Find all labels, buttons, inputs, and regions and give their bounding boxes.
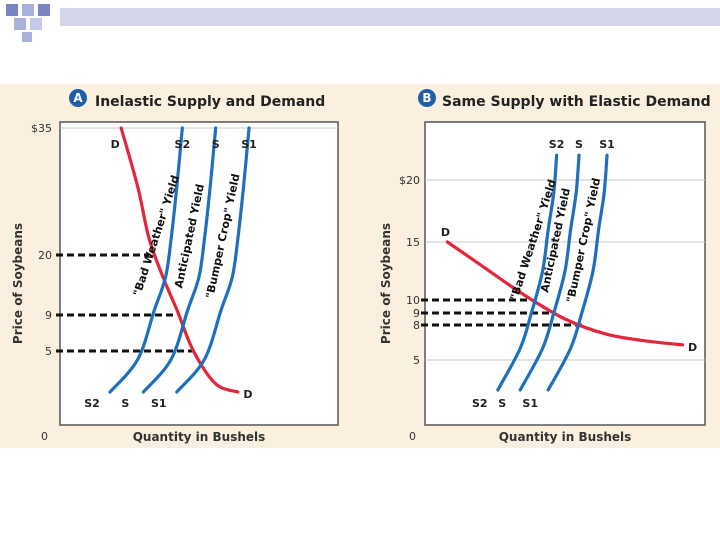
header-bar <box>60 8 720 26</box>
y-axis-label: Price of Soybeans <box>379 223 393 344</box>
y-tick-label: 20 <box>38 249 52 262</box>
curve-top-label: S1 <box>241 138 257 151</box>
deco-square <box>22 4 34 16</box>
curve-bottom-label: D <box>688 341 697 354</box>
curve-top-label: D <box>441 226 450 239</box>
panel-badge-letter: B <box>422 91 431 105</box>
curve-s <box>518 153 581 392</box>
curve-s1 <box>546 153 609 392</box>
curve-top-label: S2 <box>549 138 565 151</box>
panel-badge <box>69 89 87 107</box>
chart-title: Same Supply with Elastic Demand <box>442 94 711 110</box>
panel-badge-letter: A <box>73 91 83 105</box>
y-tick-label: 8 <box>413 319 420 332</box>
curve-top-label: S <box>212 138 220 151</box>
x-axis-label: Quantity in Bushels <box>133 430 266 444</box>
curve-s2 <box>496 153 559 392</box>
origin-label: 0 <box>41 430 48 443</box>
y-tick-label: 5 <box>45 345 52 358</box>
slide-decoration <box>6 4 720 42</box>
curve-s2 <box>108 126 184 394</box>
panel-a: A Inelastic Supply and Demand $35 20 9 5 0 Quan… <box>11 89 339 444</box>
deco-square <box>6 4 18 16</box>
curve-top-label: D <box>111 138 120 151</box>
y-tick-label: 9 <box>45 309 52 322</box>
deco-square <box>14 18 26 30</box>
panel-badge <box>418 89 436 107</box>
curve-top-label: S1 <box>599 138 615 151</box>
deco-square <box>22 32 32 42</box>
curve-bottom-label: S <box>121 397 129 410</box>
deco-square <box>38 4 50 16</box>
x-axis-label: Quantity in Bushels <box>499 430 632 444</box>
curve-bottom-label: S1 <box>151 397 167 410</box>
y-axis-label: Price of Soybeans <box>11 223 25 344</box>
y-tick-label: 15 <box>406 236 420 249</box>
curve-s1 <box>175 126 251 394</box>
y-tick-label: 10 <box>406 294 420 307</box>
panel-b: B Same Supply with Elastic Demand $20 15 109… <box>379 89 711 444</box>
curve-d <box>445 240 685 347</box>
chart-title: Inelastic Supply and Demand <box>95 94 325 110</box>
curve-bottom-label: D <box>243 388 252 401</box>
curve-bottom-label: S2 <box>472 397 488 410</box>
y-tick-label: 5 <box>413 354 420 367</box>
curve-bottom-label: S1 <box>522 397 538 410</box>
deco-square <box>30 18 42 30</box>
curve-top-label: S <box>575 138 583 151</box>
curve-bottom-label: S2 <box>84 397 100 410</box>
origin-label: 0 <box>409 430 416 443</box>
curve-s <box>141 126 218 394</box>
y-tick-label: $20 <box>399 174 420 187</box>
y-tick-label: 9 <box>413 307 420 320</box>
curve-top-label: S2 <box>175 138 191 151</box>
curve-d <box>119 126 240 394</box>
curve-bottom-label: S <box>498 397 506 410</box>
y-tick-label: $35 <box>31 122 52 135</box>
